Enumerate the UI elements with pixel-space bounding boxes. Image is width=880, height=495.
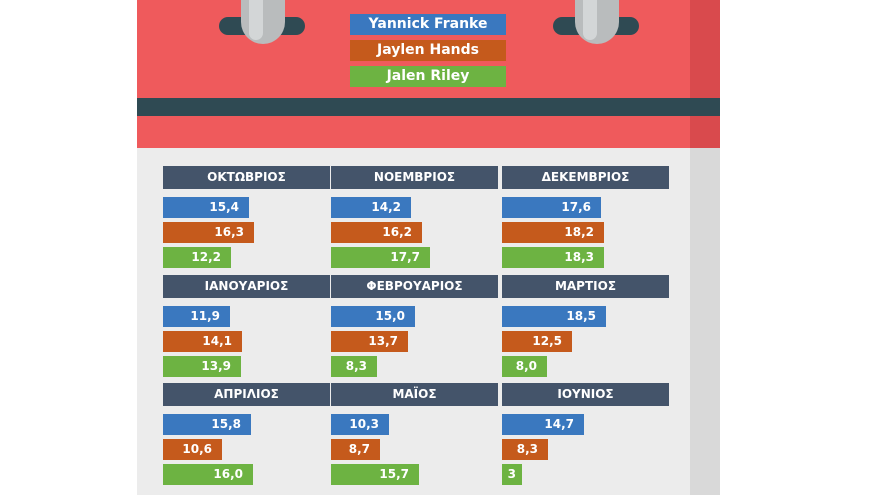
bar: 11,9: [163, 306, 230, 327]
binder-ring-right-highlight: [583, 0, 597, 40]
month-header: ΙΑΝΟΥΑΡΙΟΣ: [163, 275, 330, 298]
binder-ring-right-icon: [575, 0, 619, 44]
bar: 15,8: [163, 414, 251, 435]
legend-item-jalen-riley: Jalen Riley: [350, 66, 506, 87]
bar: 18,5: [502, 306, 606, 327]
bar: 13,7: [331, 331, 408, 352]
month-header: ΦΕΒΡΟΥΑΡΙΟΣ: [331, 275, 498, 298]
bar: 13,9: [163, 356, 241, 377]
month-header: ΙΟΥΝΙΟΣ: [502, 383, 669, 406]
bar: 15,0: [331, 306, 415, 327]
bar: 18,2: [502, 222, 604, 243]
month-header: ΝΟΕΜΒΡΙΟΣ: [331, 166, 498, 189]
bar: 15,7: [331, 464, 419, 485]
month-header: ΜΑΪΟΣ: [331, 383, 498, 406]
bar: 10,6: [163, 439, 222, 460]
bar: 14,2: [331, 197, 411, 218]
calendar-body-shade: [690, 148, 720, 495]
bar: 16,0: [163, 464, 253, 485]
legend-item-yannick-franke: Yannick Franke: [350, 14, 506, 35]
calendar-stripe: [137, 98, 720, 116]
bar: 14,7: [502, 414, 584, 435]
month-header: ΜΑΡΤΙΟΣ: [502, 275, 669, 298]
bar: 15,4: [163, 197, 249, 218]
binder-ring-left-icon: [241, 0, 285, 44]
bar: 3: [502, 464, 522, 485]
month-header: ΟΚΤΩΒΡΙΟΣ: [163, 166, 330, 189]
bar: 8,0: [502, 356, 547, 377]
bar: 8,3: [502, 439, 548, 460]
bar: 16,3: [163, 222, 254, 243]
calendar-header-shade: [690, 0, 720, 148]
month-header: ΑΠΡΙΛΙΟΣ: [163, 383, 330, 406]
bar: 17,7: [331, 247, 430, 268]
bar: 12,5: [502, 331, 572, 352]
bar: 17,6: [502, 197, 601, 218]
legend-item-jaylen-hands: Jaylen Hands: [350, 40, 506, 61]
bar: 8,7: [331, 439, 380, 460]
bar: 16,2: [331, 222, 422, 243]
bar: 14,1: [163, 331, 242, 352]
bar: 18,3: [502, 247, 604, 268]
bar: 8,3: [331, 356, 377, 377]
month-header: ΔΕΚΕΜΒΡΙΟΣ: [502, 166, 669, 189]
bar: 10,3: [331, 414, 389, 435]
binder-ring-left-highlight: [249, 0, 263, 40]
bar: 12,2: [163, 247, 231, 268]
